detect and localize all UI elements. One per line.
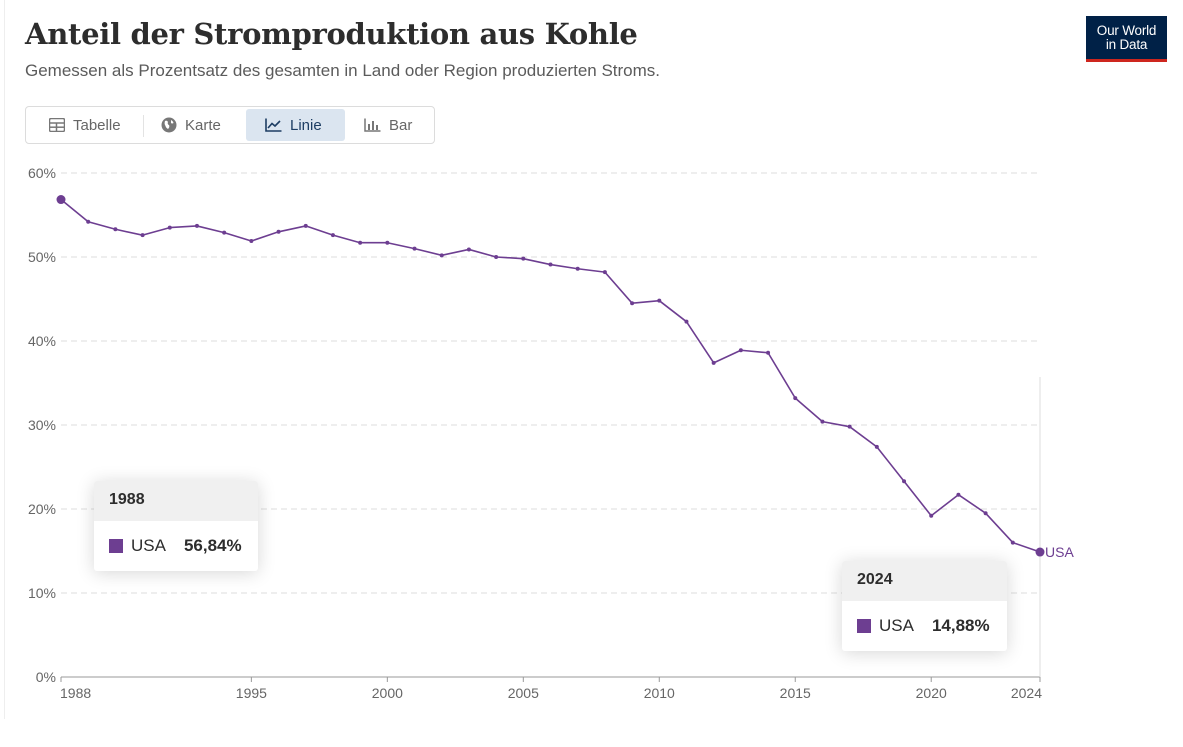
globe-icon: [161, 117, 177, 133]
data-point: [738, 348, 743, 353]
chart-type-tabs: Tabelle Karte Linie Bar: [25, 106, 435, 144]
data-point: [847, 424, 852, 429]
data-point: [874, 444, 879, 449]
tooltip-start: 1988 USA 56,84%: [94, 481, 258, 571]
tooltip-start-value: 56,84%: [183, 536, 242, 555]
data-point: [575, 266, 580, 271]
tooltip-end-row: USA 14,88%: [842, 601, 1007, 651]
tooltip-end-year: 2024: [842, 561, 1007, 601]
y-tick-label: 50%: [28, 249, 56, 265]
data-point: [358, 240, 363, 245]
tab-map[interactable]: Karte: [140, 109, 244, 141]
data-point: [929, 513, 934, 518]
data-point: [167, 225, 172, 230]
data-point: [194, 223, 199, 228]
tab-map-label: Karte: [185, 116, 221, 134]
x-tick-label: 1988: [60, 685, 91, 701]
logo-line-1: Our World: [1096, 23, 1157, 38]
tab-line-label: Linie: [290, 116, 322, 134]
data-point: [494, 255, 499, 259]
y-tick-label: 30%: [28, 417, 56, 433]
table-icon: [49, 118, 65, 132]
x-tick-label: 2015: [780, 685, 811, 701]
chart-title: Anteil der Stromproduktion aus Kohle: [25, 17, 638, 51]
data-point: [956, 492, 961, 497]
tooltip-end-value: 14,88%: [931, 616, 990, 635]
data-point: [385, 240, 390, 245]
data-point: [983, 511, 988, 516]
series-end-label: USA: [1045, 544, 1074, 560]
data-point: [113, 227, 118, 232]
y-tick-label: 0%: [36, 669, 56, 685]
y-tick-label: 20%: [28, 501, 56, 517]
data-point: [249, 239, 254, 244]
data-point: [902, 479, 907, 484]
data-point: [684, 319, 689, 324]
x-tick-label: 2024: [1011, 685, 1042, 701]
data-point: [630, 301, 635, 306]
data-point: [793, 396, 798, 401]
series-swatch: [109, 539, 123, 553]
data-point: [330, 233, 335, 238]
data-point: [276, 229, 281, 234]
x-tick-label: 1995: [236, 685, 267, 701]
data-point: [303, 223, 308, 228]
chart-subtitle: Gemessen als Prozentsatz des gesamten in…: [25, 61, 661, 80]
x-tick-label: 2010: [644, 685, 675, 701]
x-tick-label: 2000: [372, 685, 403, 701]
data-point: [1010, 540, 1015, 545]
line-chart-icon: [265, 118, 282, 132]
data-point: [86, 219, 91, 224]
data-point: [56, 195, 66, 205]
tooltip-end-entity: USA: [879, 616, 914, 635]
tooltip-start-entity: USA: [131, 536, 166, 555]
tab-line[interactable]: Linie: [246, 109, 345, 141]
series-swatch: [857, 619, 871, 633]
owid-logo[interactable]: Our World in Data: [1086, 16, 1167, 62]
y-tick-label: 10%: [28, 585, 56, 601]
data-point: [140, 233, 145, 238]
tooltip-start-year: 1988: [94, 481, 258, 521]
y-tick-label: 40%: [28, 333, 56, 349]
data-point: [222, 230, 227, 235]
tab-table-label: Tabelle: [73, 116, 121, 134]
bar-chart-icon: [364, 118, 381, 132]
logo-line-2: in Data: [1105, 37, 1148, 52]
data-point: [766, 350, 771, 355]
data-point: [1035, 547, 1045, 557]
data-point: [548, 262, 553, 267]
x-tick-label: 2005: [508, 685, 539, 701]
x-tick-label: 2020: [916, 685, 947, 701]
data-point: [602, 270, 607, 275]
tab-table[interactable]: Tabelle: [28, 109, 142, 141]
data-point: [439, 253, 444, 258]
tab-bar[interactable]: Bar: [345, 109, 431, 141]
data-point: [466, 247, 471, 252]
data-point: [521, 256, 526, 261]
tooltip-end: 2024 USA 14,88%: [842, 561, 1007, 651]
data-point: [711, 360, 716, 365]
frame-border: [4, 0, 5, 719]
tab-divider: [143, 115, 144, 137]
data-point: [412, 246, 417, 251]
data-point: [657, 298, 662, 303]
data-point: [820, 419, 825, 424]
tab-bar-label: Bar: [389, 116, 413, 134]
y-tick-label: 60%: [28, 165, 56, 181]
tooltip-start-row: USA 56,84%: [94, 521, 258, 571]
